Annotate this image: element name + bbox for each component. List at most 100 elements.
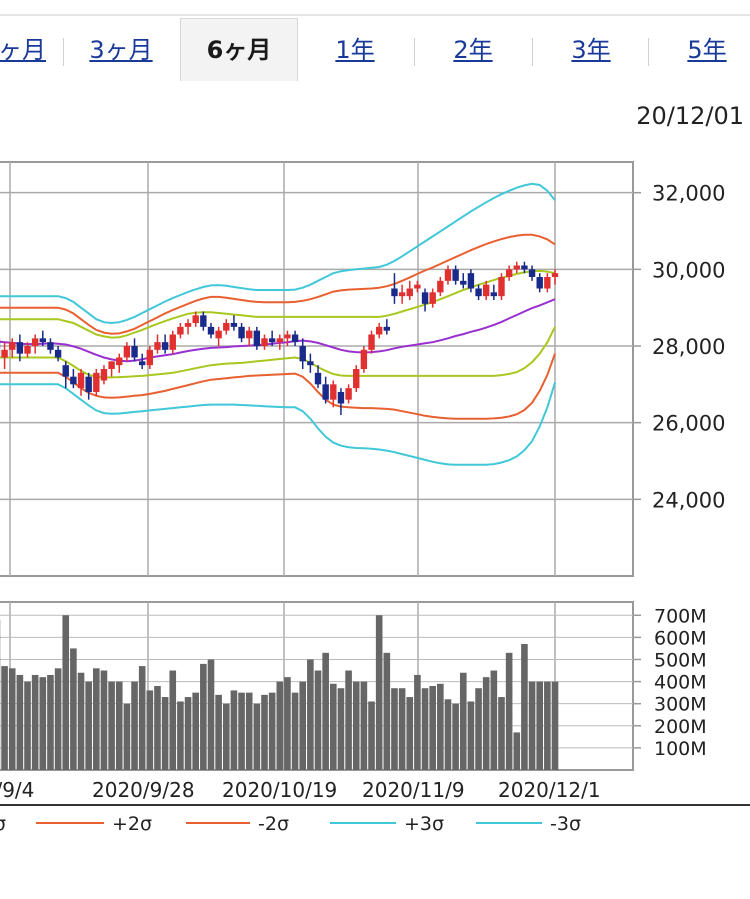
candle-body (398, 292, 406, 297)
legend-item: +3σ (330, 813, 444, 835)
candlestick (406, 280, 413, 300)
candle-body (467, 273, 475, 289)
candle-body (108, 361, 115, 369)
candle-body (551, 273, 559, 277)
volume-tick-label: 600M (654, 627, 707, 649)
volume-bar (276, 681, 284, 770)
candle-body (490, 292, 498, 297)
volume-bar (8, 668, 16, 770)
candle-body (330, 384, 337, 400)
tab-6-months[interactable]: 6ヶ月 (180, 18, 298, 81)
tab-2-years[interactable]: 2年 (453, 36, 493, 64)
candlestick (215, 326, 222, 346)
price-panel: 32,000 30,000 28,000 26,000 24,000 (0, 161, 725, 577)
x-tick-label: 2020/9/28 (92, 778, 195, 802)
candle-body (154, 342, 161, 350)
volume-bar (544, 681, 551, 770)
candlestick (444, 265, 452, 285)
x-tick-label: 2020/10/19 (222, 778, 337, 802)
volume-bar (215, 694, 222, 770)
candle-body (360, 349, 368, 369)
volume-bar (192, 692, 199, 770)
volume-bar (123, 703, 131, 770)
candle-body (345, 388, 352, 400)
candle-body (146, 349, 154, 366)
candle-body (123, 346, 131, 358)
candlestick (490, 284, 498, 300)
candlestick (39, 330, 47, 346)
candle-body (498, 277, 505, 297)
candle-body (375, 326, 383, 335)
candlestick (154, 334, 161, 354)
tab-1-year[interactable]: 1年 (335, 36, 375, 64)
legend-item: +2σ (36, 813, 152, 835)
volume-tick-label: 300M (654, 694, 707, 716)
candle-body (138, 361, 146, 366)
candlestick (360, 346, 368, 373)
candle-body (460, 280, 467, 285)
candlestick (330, 380, 337, 408)
volume-bar (391, 688, 398, 770)
volume-bar (108, 681, 115, 770)
volume-bar (505, 652, 513, 770)
volume-bar (100, 670, 108, 770)
candlestick (161, 334, 169, 354)
volume-bar (345, 670, 352, 770)
candle-body (307, 361, 314, 366)
candle-body (161, 342, 169, 350)
volume-bar (337, 688, 345, 770)
candle-body (31, 338, 39, 346)
volume-bar (421, 688, 429, 770)
volume-bar (24, 681, 31, 770)
candle-body (77, 372, 85, 389)
candle-body (505, 269, 513, 277)
candle-body (207, 326, 215, 335)
band-plus-2-sigma (0, 233, 556, 335)
candlestick (146, 346, 154, 369)
volume-bar (521, 644, 528, 770)
candlestick (528, 265, 536, 281)
candlestick (238, 323, 245, 343)
candlestick (276, 334, 283, 350)
candle-body (414, 284, 421, 289)
candlestick (345, 384, 352, 404)
candle-body (93, 372, 100, 392)
candle-body (437, 280, 444, 293)
candle-body (39, 338, 47, 343)
tab-3-years[interactable]: 3年 (571, 36, 611, 64)
volume-bar (47, 674, 54, 770)
tab-5-years[interactable]: 5年 (687, 36, 727, 64)
candle-body (169, 334, 176, 350)
candlestick (505, 265, 513, 281)
candlestick (77, 369, 85, 396)
volume-tick-label: 400M (654, 672, 707, 694)
volume-bar (77, 672, 85, 770)
volume-bar (115, 681, 123, 770)
volume-bar (154, 686, 161, 770)
candlestick (123, 342, 131, 362)
volume-bar (513, 732, 521, 770)
candlestick (284, 330, 291, 346)
y-tick-label: 28,000 (652, 335, 725, 359)
volume-bar (169, 670, 177, 770)
candlestick (398, 284, 406, 304)
candle-body (9, 342, 16, 350)
volume-bar (437, 683, 444, 770)
band-minus-1-sigma (0, 326, 556, 379)
candlestick (551, 269, 559, 285)
volume-bar (482, 677, 490, 770)
volume-bar (528, 681, 536, 770)
candle-body (223, 323, 230, 331)
volume-bar (498, 697, 505, 770)
candle-body (284, 334, 291, 339)
candle-body (528, 269, 536, 277)
candle-body (253, 330, 261, 346)
volume-bar (268, 692, 276, 770)
volume-bar (406, 697, 414, 770)
candle-body (421, 292, 429, 304)
tab-1-month[interactable]: ヶ月 (0, 36, 46, 64)
legend-label: -2σ (258, 813, 289, 835)
tab-3-months[interactable]: 3ヶ月 (89, 36, 153, 64)
candlestick (230, 315, 238, 331)
candle-body (475, 288, 482, 297)
